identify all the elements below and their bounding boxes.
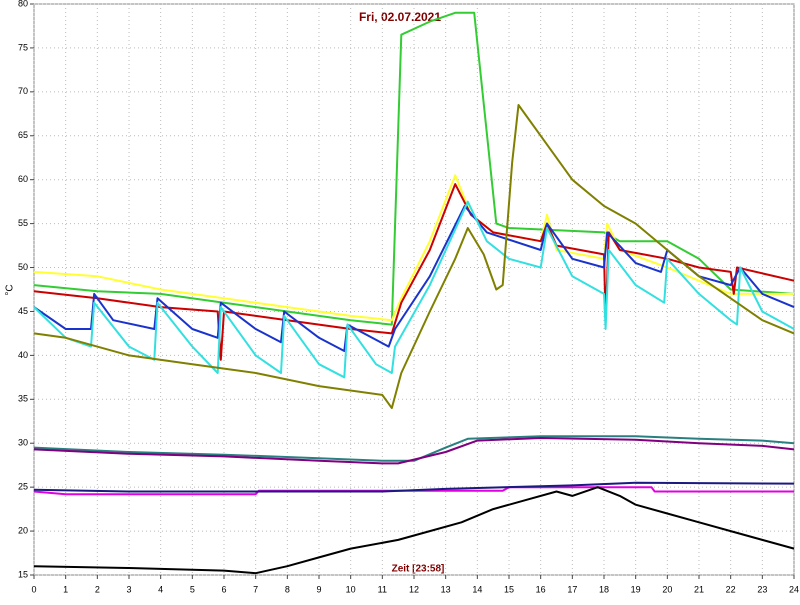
y-tick-label: 55 bbox=[18, 218, 28, 228]
x-tick-label: 10 bbox=[346, 584, 356, 594]
x-tick-label: 13 bbox=[441, 584, 451, 594]
y-tick-label: 20 bbox=[18, 525, 28, 535]
data-line bbox=[33, 486, 795, 575]
x-tick-label: 12 bbox=[409, 584, 419, 594]
x-tick-label: 16 bbox=[536, 584, 546, 594]
y-tick-label: 45 bbox=[18, 306, 28, 316]
y-tick-label: 80 bbox=[18, 0, 28, 8]
data-line bbox=[33, 437, 795, 465]
y-tick-label: 75 bbox=[18, 42, 28, 52]
x-tick-label: 23 bbox=[757, 584, 767, 594]
x-tick-label: 5 bbox=[190, 584, 195, 594]
x-tick-label: 14 bbox=[472, 584, 482, 594]
x-tick-label: 24 bbox=[789, 584, 799, 594]
x-tick-label: 7 bbox=[253, 584, 258, 594]
x-tick-label: 4 bbox=[158, 584, 163, 594]
data-line bbox=[33, 200, 795, 379]
y-tick-label: 15 bbox=[18, 569, 28, 579]
data-line bbox=[33, 435, 795, 462]
x-tick-label: 17 bbox=[567, 584, 577, 594]
x-tick-label: 22 bbox=[726, 584, 736, 594]
data-line bbox=[33, 104, 795, 410]
x-tick-label: 3 bbox=[126, 584, 131, 594]
y-tick-label: 60 bbox=[18, 174, 28, 184]
data-line bbox=[33, 486, 794, 496]
x-tick-label: 8 bbox=[285, 584, 290, 594]
x-tick-label: 18 bbox=[599, 584, 609, 594]
x-tick-label: 0 bbox=[31, 584, 36, 594]
y-tick-label: 35 bbox=[18, 394, 28, 404]
y-tick-label: 25 bbox=[18, 482, 28, 492]
y-tick-label: 40 bbox=[18, 350, 28, 360]
x-tick-label: 6 bbox=[221, 584, 226, 594]
data-line bbox=[33, 481, 795, 493]
y-tick-label: 65 bbox=[18, 130, 28, 140]
y-axis-label: °C bbox=[5, 284, 16, 295]
x-axis-label: Zeit [23:58] bbox=[392, 564, 445, 575]
y-tick-label: 30 bbox=[18, 438, 28, 448]
data-line bbox=[33, 11, 795, 326]
y-tick-label: 70 bbox=[18, 86, 28, 96]
x-tick-label: 21 bbox=[694, 584, 704, 594]
x-tick-label: 15 bbox=[504, 584, 514, 594]
x-tick-label: 11 bbox=[378, 584, 387, 594]
x-tick-label: 2 bbox=[95, 584, 100, 594]
chart-title: Fri, 02.07.2021 bbox=[359, 10, 441, 24]
x-tick-label: 20 bbox=[662, 584, 672, 594]
y-tick-label: 50 bbox=[18, 262, 28, 272]
data-line bbox=[33, 183, 795, 361]
x-tick-label: 1 bbox=[63, 584, 68, 594]
x-tick-label: 9 bbox=[316, 584, 321, 594]
x-tick-label: 19 bbox=[631, 584, 641, 594]
